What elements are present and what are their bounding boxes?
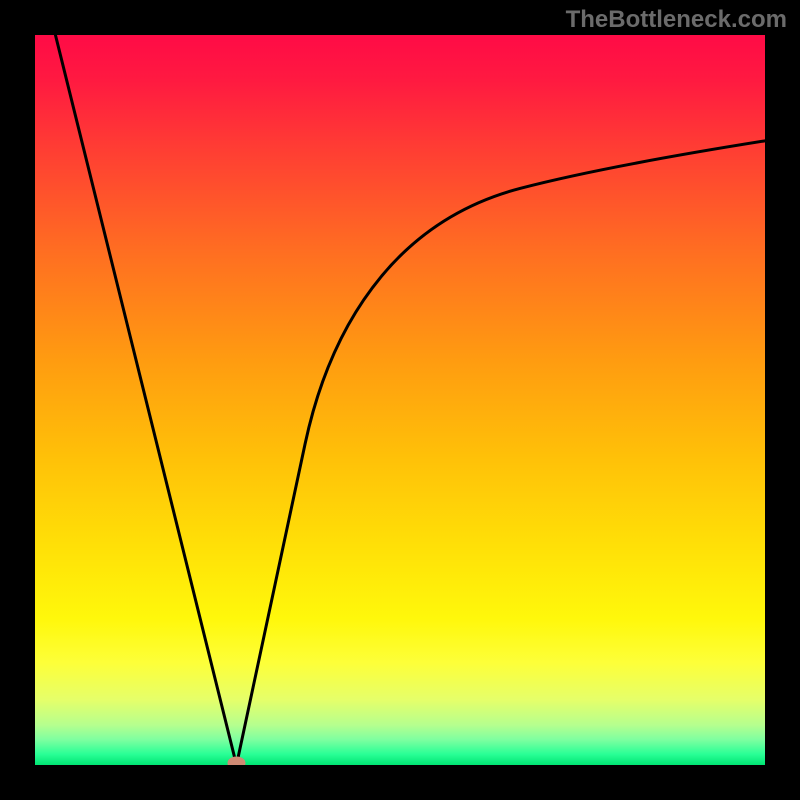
watermark-text: TheBottleneck.com	[566, 6, 787, 34]
minimum-marker	[227, 757, 245, 770]
curve-svg	[0, 0, 800, 800]
bottleneck-curve	[55, 35, 765, 765]
chart-container: TheBottleneck.com	[0, 0, 800, 800]
